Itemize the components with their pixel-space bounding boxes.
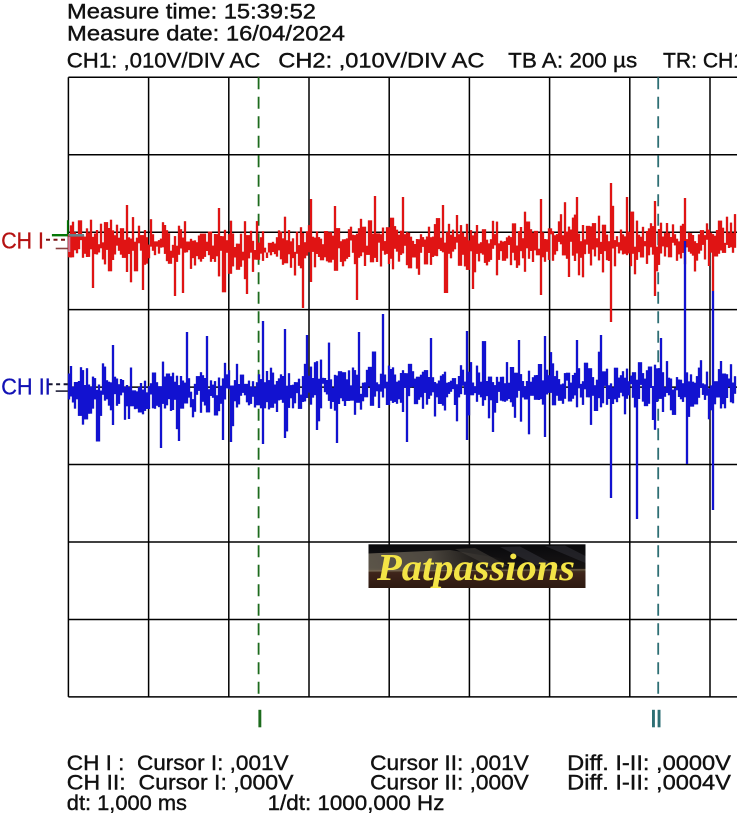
svg-text:CH II: CH II [1,373,51,399]
svg-text:Patpassions: Patpassions [376,547,575,589]
svg-text:TR: CH1: TR: CH1 [663,48,737,72]
svg-text:CH1: ,010V/DIV AC: CH1: ,010V/DIV AC [67,48,260,72]
svg-text:CH I: CH I [1,228,44,254]
svg-text:Diff. I-II: ,0000V: Diff. I-II: ,0000V [567,751,731,775]
svg-text:Cursor II: ,000V: Cursor II: ,000V [370,771,529,795]
svg-text:Diff. I-II: ,0004V: Diff. I-II: ,0004V [567,771,731,795]
svg-text:Measure date: 16/04/2024: Measure date: 16/04/2024 [67,21,345,45]
svg-text:CH II: Cursor I: ,000V: CH II: Cursor I: ,000V [67,771,294,795]
svg-text:CH2: ,010V/DIV AC: CH2: ,010V/DIV AC [278,48,484,72]
svg-text:1/dt: 1000,000 Hz: 1/dt: 1000,000 Hz [268,791,445,814]
svg-text:TB A: 200 µs: TB A: 200 µs [508,48,637,72]
svg-text:Measure time: 15:39:52: Measure time: 15:39:52 [67,0,316,24]
svg-text:dt: 1,000 ms: dt: 1,000 ms [67,791,187,814]
svg-text:Cursor II: ,001V: Cursor II: ,001V [370,751,529,775]
svg-text:CH I : Cursor I: ,001V: CH I : Cursor I: ,001V [67,751,289,775]
